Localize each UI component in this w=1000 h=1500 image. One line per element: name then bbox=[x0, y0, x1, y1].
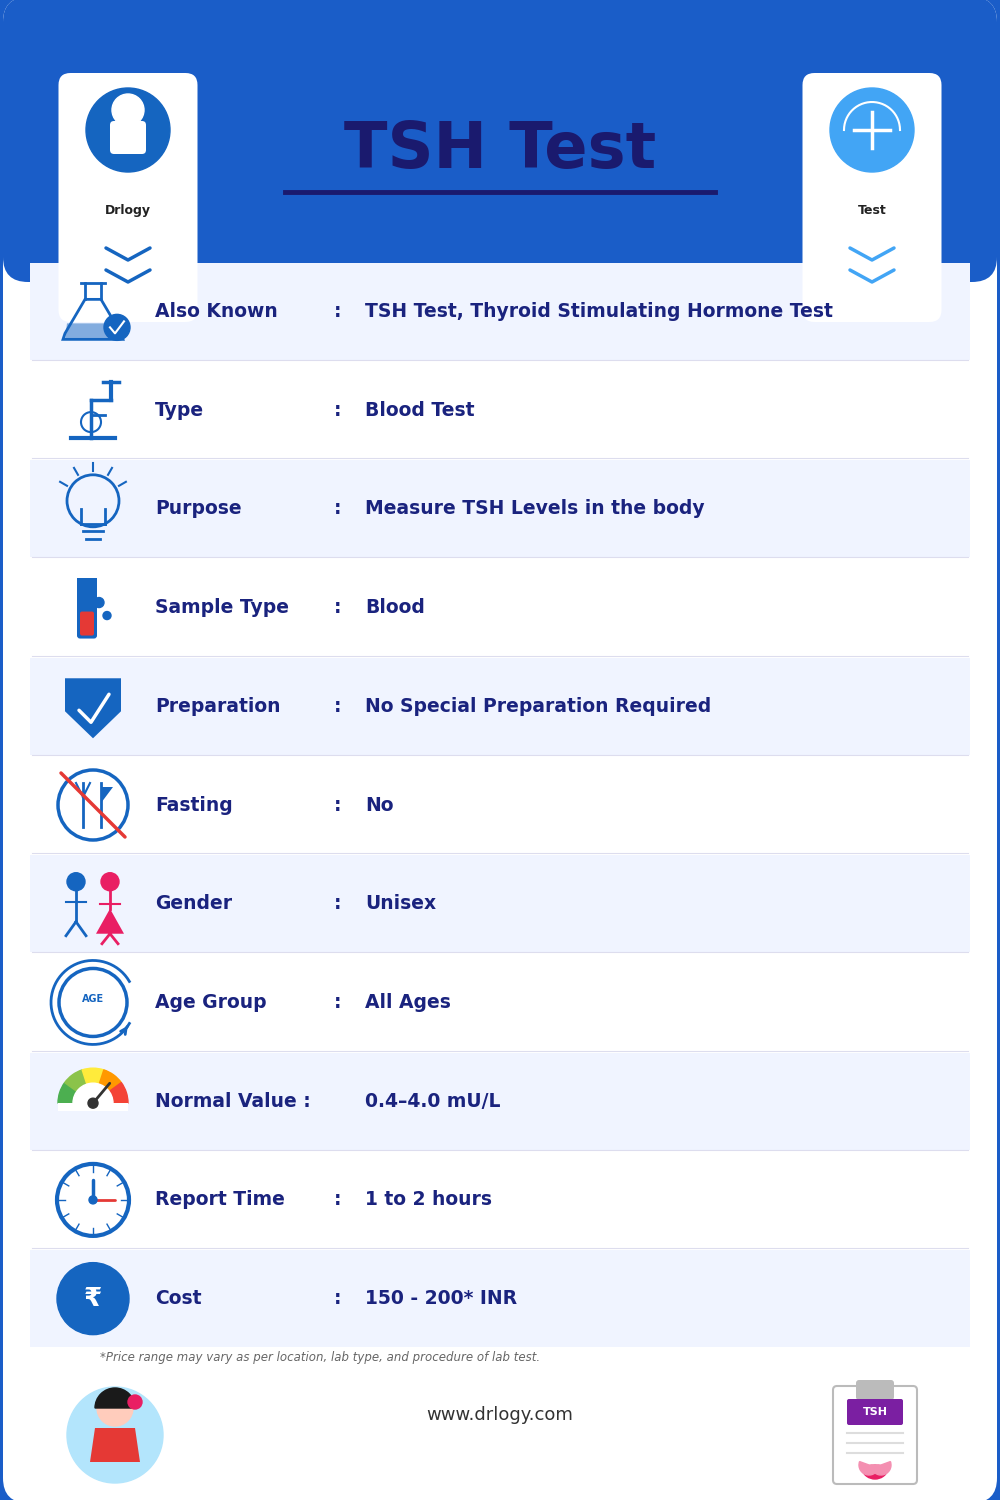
Text: Drlogy: Drlogy bbox=[105, 204, 151, 216]
Circle shape bbox=[67, 1388, 163, 1484]
Wedge shape bbox=[82, 1068, 104, 1102]
Polygon shape bbox=[96, 909, 124, 933]
Circle shape bbox=[89, 1196, 97, 1204]
Text: Sample Type: Sample Type bbox=[155, 598, 289, 616]
FancyBboxPatch shape bbox=[856, 1380, 894, 1400]
FancyBboxPatch shape bbox=[59, 74, 198, 322]
FancyBboxPatch shape bbox=[28, 222, 972, 256]
FancyBboxPatch shape bbox=[833, 1386, 917, 1484]
Text: :: : bbox=[334, 1288, 342, 1308]
FancyBboxPatch shape bbox=[803, 74, 942, 322]
FancyBboxPatch shape bbox=[30, 756, 970, 853]
Circle shape bbox=[57, 1164, 129, 1236]
FancyBboxPatch shape bbox=[30, 262, 970, 360]
Circle shape bbox=[101, 873, 119, 891]
FancyBboxPatch shape bbox=[30, 1053, 970, 1149]
Text: :: : bbox=[334, 400, 342, 420]
Polygon shape bbox=[65, 324, 121, 339]
Text: Also Known: Also Known bbox=[155, 302, 278, 321]
Wedge shape bbox=[95, 1388, 135, 1408]
Circle shape bbox=[97, 1390, 133, 1426]
Text: :: : bbox=[334, 894, 342, 914]
Text: TSH Test: TSH Test bbox=[344, 118, 656, 182]
FancyBboxPatch shape bbox=[77, 582, 97, 639]
FancyBboxPatch shape bbox=[3, 0, 997, 1500]
FancyBboxPatch shape bbox=[58, 1102, 128, 1112]
Text: :: : bbox=[334, 302, 342, 321]
Text: :: : bbox=[334, 795, 342, 814]
Polygon shape bbox=[101, 788, 113, 802]
Text: :: : bbox=[334, 698, 342, 715]
Text: :: : bbox=[334, 1191, 342, 1209]
Text: Fasting: Fasting bbox=[155, 795, 233, 814]
Text: 1 to 2 hours: 1 to 2 hours bbox=[365, 1191, 492, 1209]
Text: Normal Value :: Normal Value : bbox=[155, 1092, 311, 1110]
FancyBboxPatch shape bbox=[30, 1152, 970, 1248]
Text: No Special Preparation Required: No Special Preparation Required bbox=[365, 698, 711, 715]
FancyBboxPatch shape bbox=[30, 658, 970, 754]
Circle shape bbox=[112, 94, 144, 126]
Polygon shape bbox=[65, 678, 121, 738]
Circle shape bbox=[104, 315, 130, 340]
Text: AGE: AGE bbox=[82, 994, 104, 1005]
Circle shape bbox=[128, 1395, 142, 1408]
Text: :: : bbox=[334, 500, 342, 519]
Text: www.drlogy.com: www.drlogy.com bbox=[427, 1406, 573, 1423]
FancyBboxPatch shape bbox=[30, 560, 970, 656]
Wedge shape bbox=[65, 1070, 93, 1102]
FancyBboxPatch shape bbox=[3, 0, 997, 282]
Text: TSH: TSH bbox=[862, 1407, 888, 1418]
Text: Unisex: Unisex bbox=[365, 894, 436, 914]
Wedge shape bbox=[862, 1466, 888, 1479]
FancyBboxPatch shape bbox=[847, 1400, 903, 1425]
Circle shape bbox=[94, 597, 104, 608]
FancyBboxPatch shape bbox=[30, 460, 970, 556]
Wedge shape bbox=[58, 1083, 93, 1102]
FancyBboxPatch shape bbox=[30, 362, 970, 459]
Text: Preparation: Preparation bbox=[155, 698, 280, 715]
Text: Purpose: Purpose bbox=[155, 500, 242, 519]
Text: 0.4–4.0 mU/L: 0.4–4.0 mU/L bbox=[365, 1092, 501, 1110]
Text: Type: Type bbox=[155, 400, 204, 420]
Text: :: : bbox=[334, 598, 342, 616]
Wedge shape bbox=[871, 1461, 891, 1474]
Circle shape bbox=[67, 873, 85, 891]
FancyBboxPatch shape bbox=[110, 122, 146, 154]
FancyBboxPatch shape bbox=[77, 578, 97, 590]
Text: Blood Test: Blood Test bbox=[365, 400, 475, 420]
Wedge shape bbox=[73, 1083, 113, 1102]
Text: Cost: Cost bbox=[155, 1288, 202, 1308]
Text: All Ages: All Ages bbox=[365, 993, 451, 1012]
Text: Blood: Blood bbox=[365, 598, 425, 616]
Circle shape bbox=[103, 612, 111, 620]
Text: No: No bbox=[365, 795, 394, 814]
Wedge shape bbox=[859, 1461, 879, 1474]
FancyBboxPatch shape bbox=[30, 954, 970, 1052]
Text: Age Group: Age Group bbox=[155, 993, 267, 1012]
Text: Measure TSH Levels in the body: Measure TSH Levels in the body bbox=[365, 500, 705, 519]
Text: :: : bbox=[334, 993, 342, 1012]
Text: Report Time: Report Time bbox=[155, 1191, 285, 1209]
Text: Test: Test bbox=[858, 204, 886, 216]
Wedge shape bbox=[93, 1070, 121, 1102]
FancyBboxPatch shape bbox=[30, 1251, 970, 1347]
Circle shape bbox=[86, 88, 170, 172]
Wedge shape bbox=[93, 1083, 128, 1102]
Circle shape bbox=[830, 88, 914, 172]
Text: Gender: Gender bbox=[155, 894, 232, 914]
Circle shape bbox=[57, 1263, 129, 1335]
Text: *Price range may vary as per location, lab type, and procedure of lab test.: *Price range may vary as per location, l… bbox=[100, 1352, 540, 1365]
Text: TSH Test, Thyroid Stimulating Hormone Test: TSH Test, Thyroid Stimulating Hormone Te… bbox=[365, 302, 833, 321]
FancyBboxPatch shape bbox=[80, 612, 94, 636]
Polygon shape bbox=[90, 1428, 140, 1462]
Text: ₹: ₹ bbox=[84, 1286, 102, 1311]
Text: 150 - 200* INR: 150 - 200* INR bbox=[365, 1288, 517, 1308]
FancyBboxPatch shape bbox=[30, 855, 970, 952]
Circle shape bbox=[88, 1098, 98, 1108]
